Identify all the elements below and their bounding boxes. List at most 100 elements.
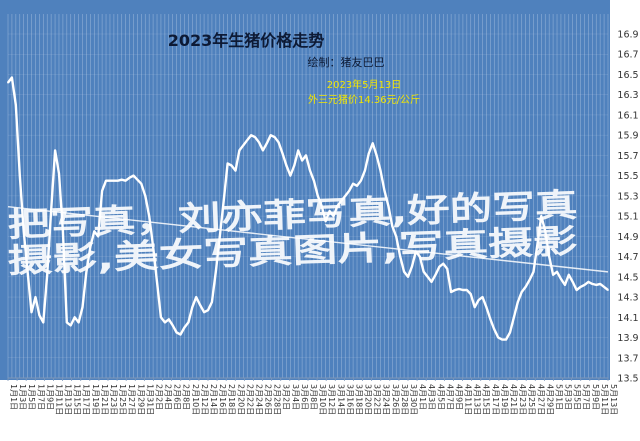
y-tick-label: 16.7	[617, 50, 638, 61]
x-tick-label: 3月8日	[309, 384, 318, 410]
x-tick-label: 4月25日	[527, 384, 536, 415]
data-point	[191, 306, 194, 309]
data-point	[489, 318, 492, 321]
data-point	[363, 169, 366, 172]
chart-title: 2023年生猪价格走势	[168, 31, 325, 50]
y-tick-label: 13.9	[617, 333, 638, 344]
data-point	[136, 178, 139, 181]
data-point	[320, 205, 323, 207]
data-point	[556, 270, 558, 273]
x-axis: 1月1日 1月3日 1月5日 1月7日 1月9日 1月11日 1月13日 1月15日 1月17日…	[7, 377, 618, 415]
y-tick-label: 16.5	[617, 70, 638, 81]
x-tick-label: 4月29日	[545, 384, 554, 415]
data-point	[516, 301, 519, 304]
x-tick-label: 4月23日	[518, 384, 527, 415]
data-point	[120, 178, 123, 181]
data-point	[152, 245, 154, 248]
data-point	[112, 179, 115, 182]
y-tick-label: 15.5	[617, 171, 638, 182]
x-tick-label: 4月17日	[491, 384, 500, 415]
y-tick-label: 16.9	[617, 30, 638, 41]
y-tick-label: 15.3	[617, 191, 638, 202]
data-point	[356, 184, 358, 187]
data-point	[520, 291, 523, 293]
data-point	[101, 189, 104, 192]
data-point	[293, 164, 296, 167]
x-tick-label: 4月21日	[509, 384, 518, 415]
data-point	[140, 182, 143, 185]
data-point	[560, 277, 562, 280]
data-point	[105, 179, 107, 182]
data-point	[58, 172, 60, 175]
data-point	[501, 338, 504, 341]
x-tick-label: 4月15日	[482, 384, 491, 415]
x-tick-label: 3月6日	[300, 384, 309, 410]
x-tick-label: 3月30日	[409, 384, 418, 415]
data-point	[583, 284, 586, 286]
data-point	[575, 289, 578, 291]
data-point	[305, 154, 307, 157]
data-point	[93, 230, 96, 233]
data-point	[148, 215, 151, 218]
data-point	[391, 225, 394, 228]
x-tick-label: 2月2日	[155, 384, 164, 410]
x-tick-label: 2月12日	[200, 384, 209, 415]
x-tick-label: 3月12日	[327, 384, 336, 415]
data-point	[532, 270, 535, 273]
x-tick-label: 2月26日	[264, 384, 273, 415]
data-point	[450, 291, 453, 293]
data-point	[34, 296, 37, 298]
y-tick-label: 16.3	[617, 90, 638, 101]
data-point	[422, 270, 425, 273]
x-tick-label: 5月9日	[591, 384, 600, 410]
x-tick-label: 4月13日	[473, 384, 482, 415]
data-point	[97, 235, 100, 238]
data-point	[128, 176, 131, 179]
data-point	[195, 296, 198, 298]
data-point	[262, 149, 264, 152]
x-tick-label: 1月3日	[18, 384, 27, 410]
x-tick-label: 4月11日	[464, 384, 473, 415]
data-point	[250, 134, 253, 137]
data-point	[7, 81, 9, 84]
data-point	[54, 149, 56, 152]
data-point	[85, 270, 88, 273]
data-point	[438, 265, 441, 268]
x-tick-label: 2月24日	[255, 384, 264, 415]
x-tick-label: 4月1日	[418, 384, 427, 410]
data-point	[528, 278, 531, 281]
x-tick-label: 3月16日	[345, 384, 354, 415]
data-point-markers	[7, 76, 609, 341]
data-point	[171, 324, 174, 327]
data-point	[367, 152, 370, 155]
data-point	[434, 273, 437, 276]
data-point	[73, 316, 76, 319]
data-point	[505, 338, 507, 341]
x-tick-label: 1月13日	[64, 384, 73, 415]
data-point	[199, 304, 202, 307]
data-point	[297, 149, 300, 152]
data-point	[383, 189, 386, 192]
x-tick-label: 5月5日	[573, 384, 582, 410]
y-tick-label: 15.9	[617, 131, 638, 142]
x-tick-label: 4月27日	[536, 384, 545, 415]
series-line-price	[7, 76, 609, 341]
y-tick-label: 14.3	[617, 293, 638, 304]
data-point	[38, 314, 41, 317]
data-point	[167, 318, 170, 321]
data-point	[187, 321, 190, 324]
x-tick-label: 1月31日	[145, 384, 154, 415]
data-point	[116, 179, 119, 182]
data-point	[30, 311, 33, 314]
data-point	[179, 333, 182, 336]
x-tick-label: 1月23日	[109, 384, 118, 415]
data-point	[512, 316, 515, 319]
x-tick-label: 1月1日	[9, 384, 18, 410]
x-tick-label: 2月18日	[227, 384, 236, 415]
data-point	[411, 265, 413, 268]
data-point	[69, 324, 72, 327]
x-tick-label: 4月3日	[427, 384, 436, 410]
data-point	[567, 273, 570, 276]
data-point	[26, 270, 29, 273]
x-tick-label: 2月10日	[191, 384, 200, 415]
